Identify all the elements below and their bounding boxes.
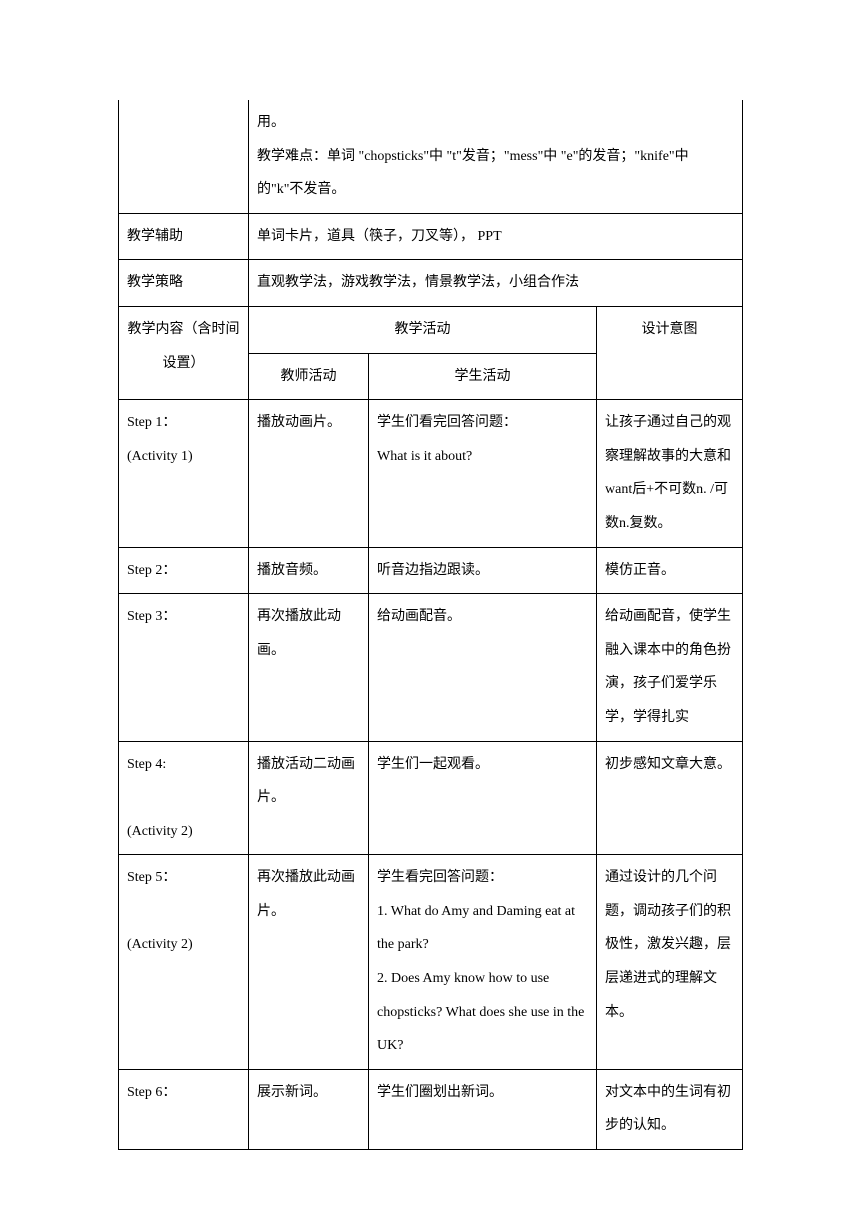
step-3-teacher: 再次播放此动画。	[249, 594, 369, 741]
step-2-teacher: 播放音频。	[249, 547, 369, 594]
step-blank	[127, 781, 240, 815]
step-6-teacher: 展示新词。	[249, 1069, 369, 1149]
step-1-design: 让孩子通过自己的观察理解故事的大意和want后+不可数n. /可数n.复数。	[597, 400, 743, 547]
step-number: Step 1：	[127, 406, 240, 440]
empty-cell	[119, 100, 249, 213]
step-5-design: 通过设计的几个问题，调动孩子们的积极性，激发兴趣，层层递进式的理解文本。	[597, 855, 743, 1070]
step-5-row: Step 5： (Activity 2) 再次播放此动画片。 学生看完回答问题：…	[119, 855, 743, 1070]
step-4-label: Step 4: (Activity 2)	[119, 741, 249, 855]
step-2-student: 听音边指边跟读。	[369, 547, 597, 594]
step-4-design: 初步感知文章大意。	[597, 741, 743, 855]
student-line: 1. What do Amy and Daming eat at the par…	[377, 895, 588, 962]
step-2-row: Step 2： 播放音频。 听音边指边跟读。 模仿正音。	[119, 547, 743, 594]
header-student-activity: 学生活动	[369, 353, 597, 400]
step-4-teacher: 播放活动二动画片。	[249, 741, 369, 855]
step-number: Step 5：	[127, 861, 240, 895]
content-teaching-aids: 单词卡片，道具（筷子，刀叉等）， PPT	[249, 213, 743, 260]
student-line: 2. Does Amy know how to use chopsticks? …	[377, 962, 588, 1063]
row-teaching-aids: 教学辅助 单词卡片，道具（筷子，刀叉等）， PPT	[119, 213, 743, 260]
step-6-student: 学生们圈划出新词。	[369, 1069, 597, 1149]
step-2-label: Step 2：	[119, 547, 249, 594]
step-blank	[127, 895, 240, 929]
step-5-label: Step 5： (Activity 2)	[119, 855, 249, 1070]
step-5-teacher: 再次播放此动画片。	[249, 855, 369, 1070]
step-1-label: Step 1： (Activity 1)	[119, 400, 249, 547]
row-teaching-strategy: 教学策略 直观教学法，游戏教学法，情景教学法，小组合作法	[119, 260, 743, 307]
student-line: 学生们看完回答问题：	[377, 406, 588, 440]
step-3-student: 给动画配音。	[369, 594, 597, 741]
step-4-row: Step 4: (Activity 2) 播放活动二动画片。 学生们一起观看。 …	[119, 741, 743, 855]
header-design-intent: 设计意图	[597, 306, 743, 399]
label-teaching-strategy: 教学策略	[119, 260, 249, 307]
header-activity: 教学活动	[249, 306, 597, 353]
student-line: What is it about?	[377, 440, 588, 474]
step-6-row: Step 6： 展示新词。 学生们圈划出新词。 对文本中的生词有初步的认知。	[119, 1069, 743, 1149]
lesson-plan-table: 用。教学难点：单词 "chopsticks"中 "t"发音；"mess"中 "e…	[118, 100, 743, 1150]
text-line: 用。教学难点：单词 "chopsticks"中 "t"发音；"mess"中 "e…	[257, 106, 734, 207]
step-number: Step 4:	[127, 748, 240, 782]
step-activity: (Activity 2)	[127, 928, 240, 962]
header-teacher-activity: 教师活动	[249, 353, 369, 400]
student-line: 学生看完回答问题：	[377, 861, 588, 895]
step-1-row: Step 1： (Activity 1) 播放动画片。 学生们看完回答问题： W…	[119, 400, 743, 547]
step-activity: (Activity 1)	[127, 440, 240, 474]
step-3-row: Step 3： 再次播放此动画。 给动画配音。 给动画配音，使学生融入课本中的角…	[119, 594, 743, 741]
step-5-student: 学生看完回答问题： 1. What do Amy and Daming eat …	[369, 855, 597, 1070]
step-4-student: 学生们一起观看。	[369, 741, 597, 855]
step-1-student: 学生们看完回答问题： What is it about?	[369, 400, 597, 547]
header-row-1: 教学内容（含时间设置） 教学活动 设计意图	[119, 306, 743, 353]
row-continuation: 用。教学难点：单词 "chopsticks"中 "t"发音；"mess"中 "e…	[119, 100, 743, 213]
step-2-design: 模仿正音。	[597, 547, 743, 594]
step-6-label: Step 6：	[119, 1069, 249, 1149]
step-3-design: 给动画配音，使学生融入课本中的角色扮演，孩子们爱学乐学，学得扎实	[597, 594, 743, 741]
step-activity: (Activity 2)	[127, 815, 240, 849]
step-6-design: 对文本中的生词有初步的认知。	[597, 1069, 743, 1149]
step-1-teacher: 播放动画片。	[249, 400, 369, 547]
difficulty-content: 用。教学难点：单词 "chopsticks"中 "t"发音；"mess"中 "e…	[249, 100, 743, 213]
content-teaching-strategy: 直观教学法，游戏教学法，情景教学法，小组合作法	[249, 260, 743, 307]
step-3-label: Step 3：	[119, 594, 249, 741]
header-content-time: 教学内容（含时间设置）	[119, 306, 249, 399]
label-teaching-aids: 教学辅助	[119, 213, 249, 260]
